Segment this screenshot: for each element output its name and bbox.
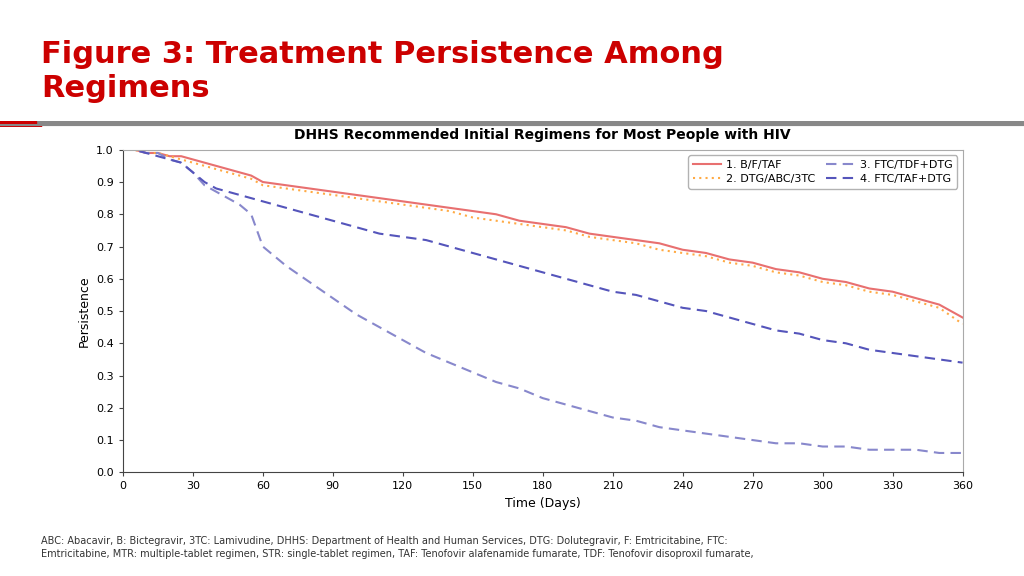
- X-axis label: Time (Days): Time (Days): [505, 497, 581, 510]
- Legend: 1. B/F/TAF, 2. DTG/ABC/3TC, 3. FTC/TDF+DTG, 4. FTC/TAF+DTG: 1. B/F/TAF, 2. DTG/ABC/3TC, 3. FTC/TDF+D…: [688, 156, 957, 189]
- Y-axis label: Persistence: Persistence: [78, 275, 90, 347]
- Title: DHHS Recommended Initial Regimens for Most People with HIV: DHHS Recommended Initial Regimens for Mo…: [295, 128, 791, 142]
- Text: ABC: Abacavir, B: Bictegravir, 3TC: Lamivudine, DHHS: Department of Health and H: ABC: Abacavir, B: Bictegravir, 3TC: Lami…: [41, 536, 754, 559]
- Bar: [0, 121, 36, 124]
- Text: Figure 3: Treatment Persistence Among
Regimens: Figure 3: Treatment Persistence Among Re…: [41, 40, 724, 103]
- Bar: [0, 121, 41, 127]
